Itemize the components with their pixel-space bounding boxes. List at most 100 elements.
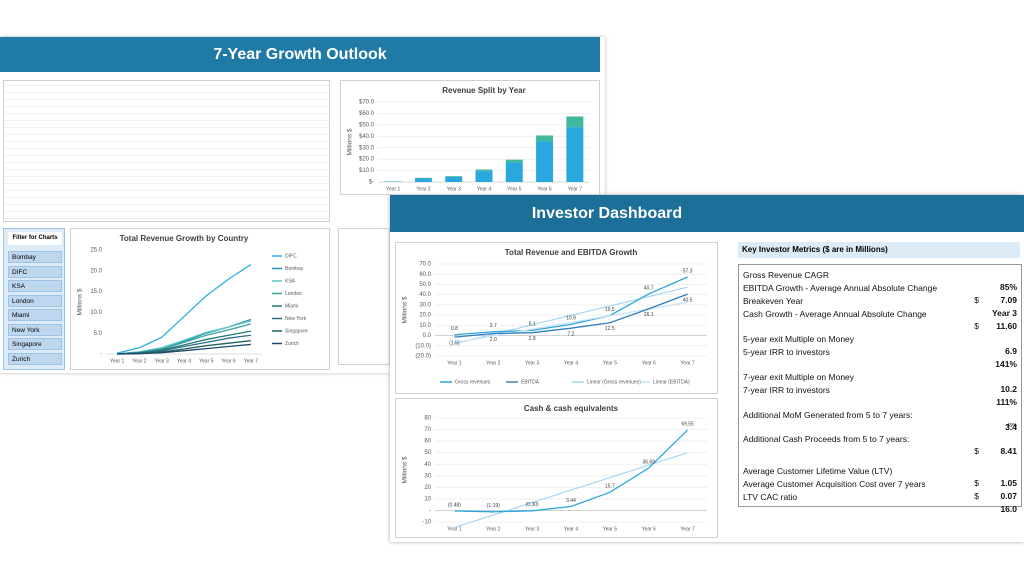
filter-panel: Filter for Charts Bombay DIFC KSA London Mia… <box>3 228 65 370</box>
y-tick-label: - <box>429 508 431 514</box>
y-tick-label: -10 <box>422 520 431 526</box>
metric-currency: $ <box>974 491 979 501</box>
metric-row: Average Customer Lifetime Value (LTV) $1.… <box>743 465 1017 488</box>
metric-label: 5-year exit Multiple on Money <box>743 334 855 344</box>
data-label: 40.7 <box>644 285 654 291</box>
y-tick-label: 70 <box>424 427 431 433</box>
data-label: 3.7 <box>490 323 497 329</box>
chart-frame <box>395 242 718 394</box>
metric-label: 7-year IRR to investors <box>743 385 830 395</box>
metric-currency: $ <box>974 446 979 456</box>
y-tick-label: 20 <box>424 485 431 491</box>
dashboard-header: Investor Dashboard <box>390 195 1024 232</box>
metric-row: 7-year exit Multiple on Money 10.2 <box>743 371 1017 394</box>
x-tick-label: Year 7 <box>244 358 258 364</box>
x-tick-label: Year 2 <box>416 186 430 192</box>
metric-value: 10.2 <box>1000 384 1017 394</box>
x-tick-label: Year 1 <box>386 186 400 192</box>
data-label: 2.8 <box>529 336 536 342</box>
bar-segment <box>536 135 554 142</box>
metric-label: LTV CAC ratio <box>743 492 798 502</box>
x-tick-label: Year 5 <box>507 186 521 192</box>
y-tick-label: 40 <box>424 462 431 468</box>
bar-segment <box>445 176 463 182</box>
filter-button[interactable]: DIFC <box>8 265 62 278</box>
y-tick-label: 5.0 <box>94 331 103 337</box>
data-label: 57.3 <box>683 268 693 274</box>
trendline <box>454 452 688 529</box>
metric-row: Gross Revenue CAGR 85% <box>743 269 1017 292</box>
bar-segment <box>414 178 432 182</box>
x-tick-label: Year 3 <box>155 358 169 364</box>
filter-button[interactable]: Zurich <box>8 352 62 365</box>
y-tick-label: 60.0 <box>419 272 431 278</box>
data-label: 40.5 <box>683 297 693 303</box>
metric-value: 85% <box>999 282 1017 292</box>
x-tick-label: Year 6 <box>537 186 551 192</box>
legend-label: Singapore <box>285 328 308 334</box>
spreadsheet <box>3 80 330 222</box>
filter-button[interactable]: London <box>8 294 62 307</box>
metric-row: Average Customer Acquisition Cost over 7… <box>743 478 1017 501</box>
chart-frame <box>70 228 330 370</box>
y-tick-label: 25.0 <box>90 248 102 254</box>
x-tick-label: Year 7 <box>568 186 582 192</box>
data-label: 10.9 <box>566 316 576 322</box>
outlook-header: 7-Year Growth Outlook <box>0 37 600 72</box>
metric-row: Additional MoM Generated from 5 to 7 yea… <box>743 409 1017 432</box>
metric-value: 7.09 <box>1000 295 1017 305</box>
filter-title: Filter for Charts <box>8 232 62 245</box>
y-axis-label: Millions $ <box>402 456 409 483</box>
y-axis-label: Millions $ <box>77 288 84 315</box>
metric-label: Breakeven Year <box>743 296 804 306</box>
chart-frame <box>340 80 600 195</box>
y-tick-label: $30.0 <box>359 145 375 151</box>
filter-button[interactable]: KSA <box>8 280 62 292</box>
data-label: 3.44 <box>566 498 576 504</box>
x-tick-label: Year 7 <box>680 526 694 532</box>
legend-label: Gross revenues <box>455 379 491 385</box>
metric-value: Year 3 <box>991 308 1017 318</box>
legend-label: Bombay <box>285 266 304 272</box>
y-tick-label: 80 <box>424 416 431 422</box>
legend-label: London <box>285 291 302 297</box>
hidden-chart <box>338 228 390 365</box>
metric-currency: $ <box>974 478 979 488</box>
data-label: 36.69 <box>642 459 655 465</box>
trendline <box>454 286 688 345</box>
data-label: (0.30) <box>526 502 539 508</box>
x-tick-label: Year 4 <box>477 186 491 192</box>
y-tick-label: $- <box>369 180 374 186</box>
series-line <box>454 276 688 336</box>
filter-button[interactable]: Bombay <box>8 251 62 263</box>
filter-button[interactable]: Singapore <box>8 338 62 350</box>
data-label: 2.0 <box>490 337 497 343</box>
bar-segment <box>475 171 493 182</box>
bar-segment <box>505 159 523 163</box>
x-tick-label: Year 1 <box>447 526 461 532</box>
metric-value: 6.9 <box>1005 346 1017 356</box>
data-label: 12.5 <box>605 326 615 332</box>
filter-button[interactable]: Miami <box>8 309 62 321</box>
y-tick-label: 50.0 <box>419 282 431 288</box>
metric-label: EBITDA Growth - Average Annual Absolute … <box>743 283 938 293</box>
bar-segment <box>505 162 523 182</box>
metric-value: 1.05 <box>1000 478 1017 488</box>
data-label: (1.19) <box>487 503 500 509</box>
bar-segment <box>414 177 432 179</box>
legend-label: New York <box>285 316 307 322</box>
y-tick-label: 30.0 <box>419 302 431 308</box>
x-tick-label: Year 1 <box>447 360 461 366</box>
chart-title: Cash & cash equivalents <box>524 404 619 413</box>
metric-value: 0.07 <box>1000 491 1017 501</box>
y-tick-label: $70.0 <box>359 100 375 106</box>
x-tick-label: Year 6 <box>642 526 656 532</box>
filter-button[interactable]: New York <box>8 323 62 336</box>
y-tick-label: (10.0) <box>415 343 431 349</box>
legend-label: Linear (Gross revenues) <box>587 379 641 385</box>
x-tick-label: Year 7 <box>680 360 694 366</box>
metric-row: Breakeven Year Year 3 <box>743 295 1017 318</box>
y-tick-label: $20.0 <box>359 157 375 163</box>
metric-label: Average Customer Acquisition Cost over 7… <box>743 479 926 489</box>
x-tick-label: Year 2 <box>486 526 500 532</box>
